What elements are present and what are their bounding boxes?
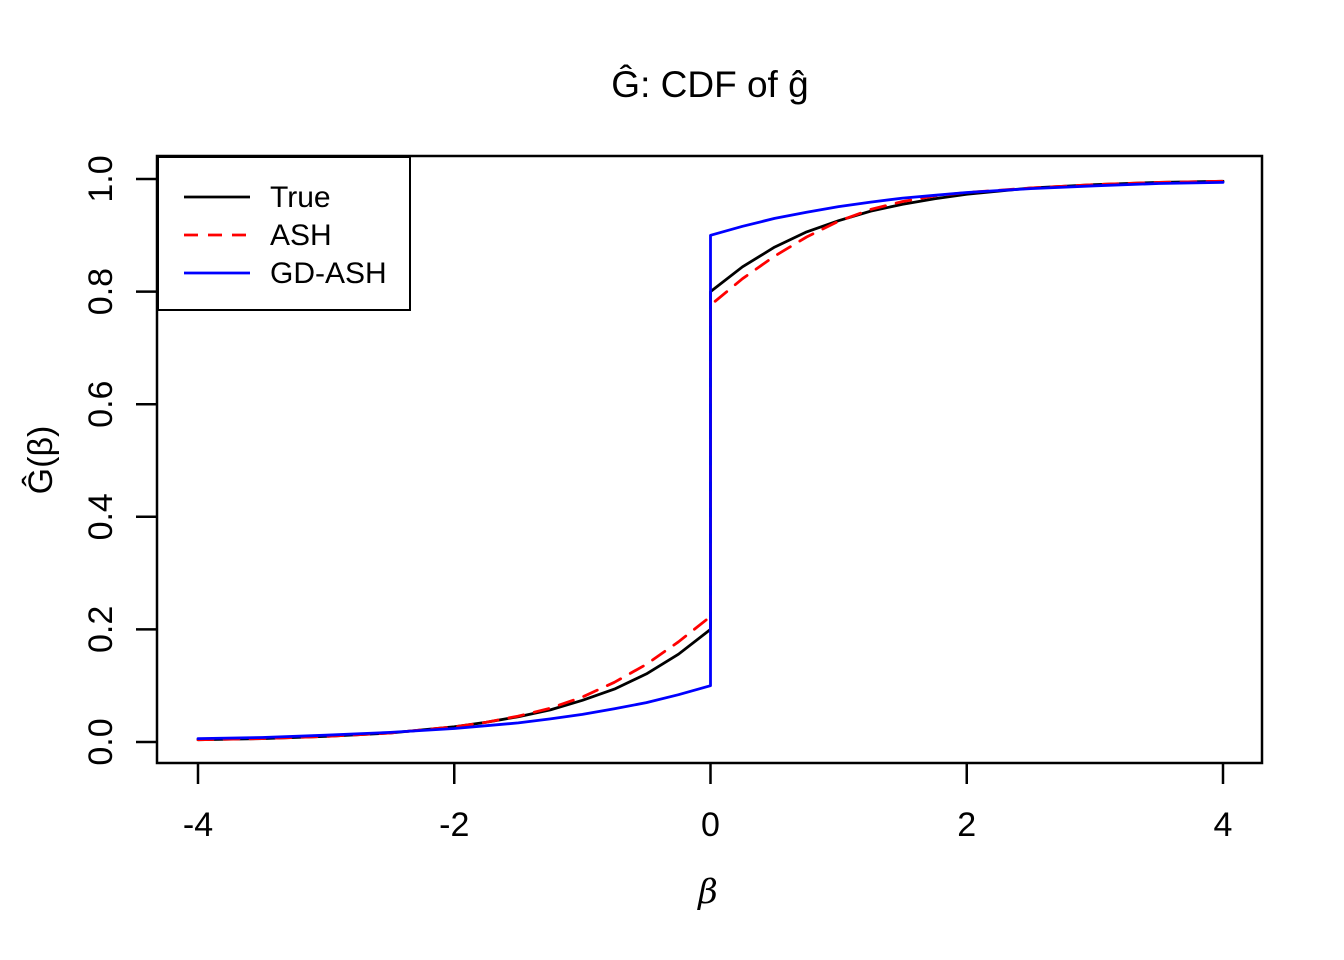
y-tick-label: 0.8 (82, 268, 120, 315)
legend-box (157, 156, 411, 311)
y-tick-label: 1.0 (82, 155, 120, 202)
legend-entry-label: ASH (270, 219, 332, 252)
y-tick-label: 0.2 (82, 606, 120, 653)
legend-entry-label: True (270, 181, 331, 214)
x-axis: -4 -2 0 2 4 (183, 763, 1233, 844)
x-tick-label: 2 (957, 806, 976, 844)
x-axis-title: β (696, 872, 718, 912)
y-tick-label: 0.4 (82, 493, 120, 540)
legend: True ASH GD-ASH (157, 156, 411, 311)
y-axis-title: Ĝ(β) (22, 426, 60, 495)
x-tick-label: 4 (1214, 806, 1233, 844)
x-tick-label: 0 (701, 806, 720, 844)
series-line-gd-ash (196, 180, 1225, 740)
x-tick-label: -4 (183, 806, 213, 844)
y-axis: 0.0 0.2 0.4 0.6 0.8 1.0 (82, 155, 157, 766)
plot-title: Ĝ: CDF of ĝ (611, 64, 808, 105)
series-lines (196, 179, 1225, 742)
x-tick-label: -2 (439, 806, 469, 844)
legend-entry-label: GD-ASH (270, 257, 387, 290)
y-tick-label: 0.6 (82, 381, 120, 428)
y-tick-label: 0.0 (82, 718, 120, 765)
